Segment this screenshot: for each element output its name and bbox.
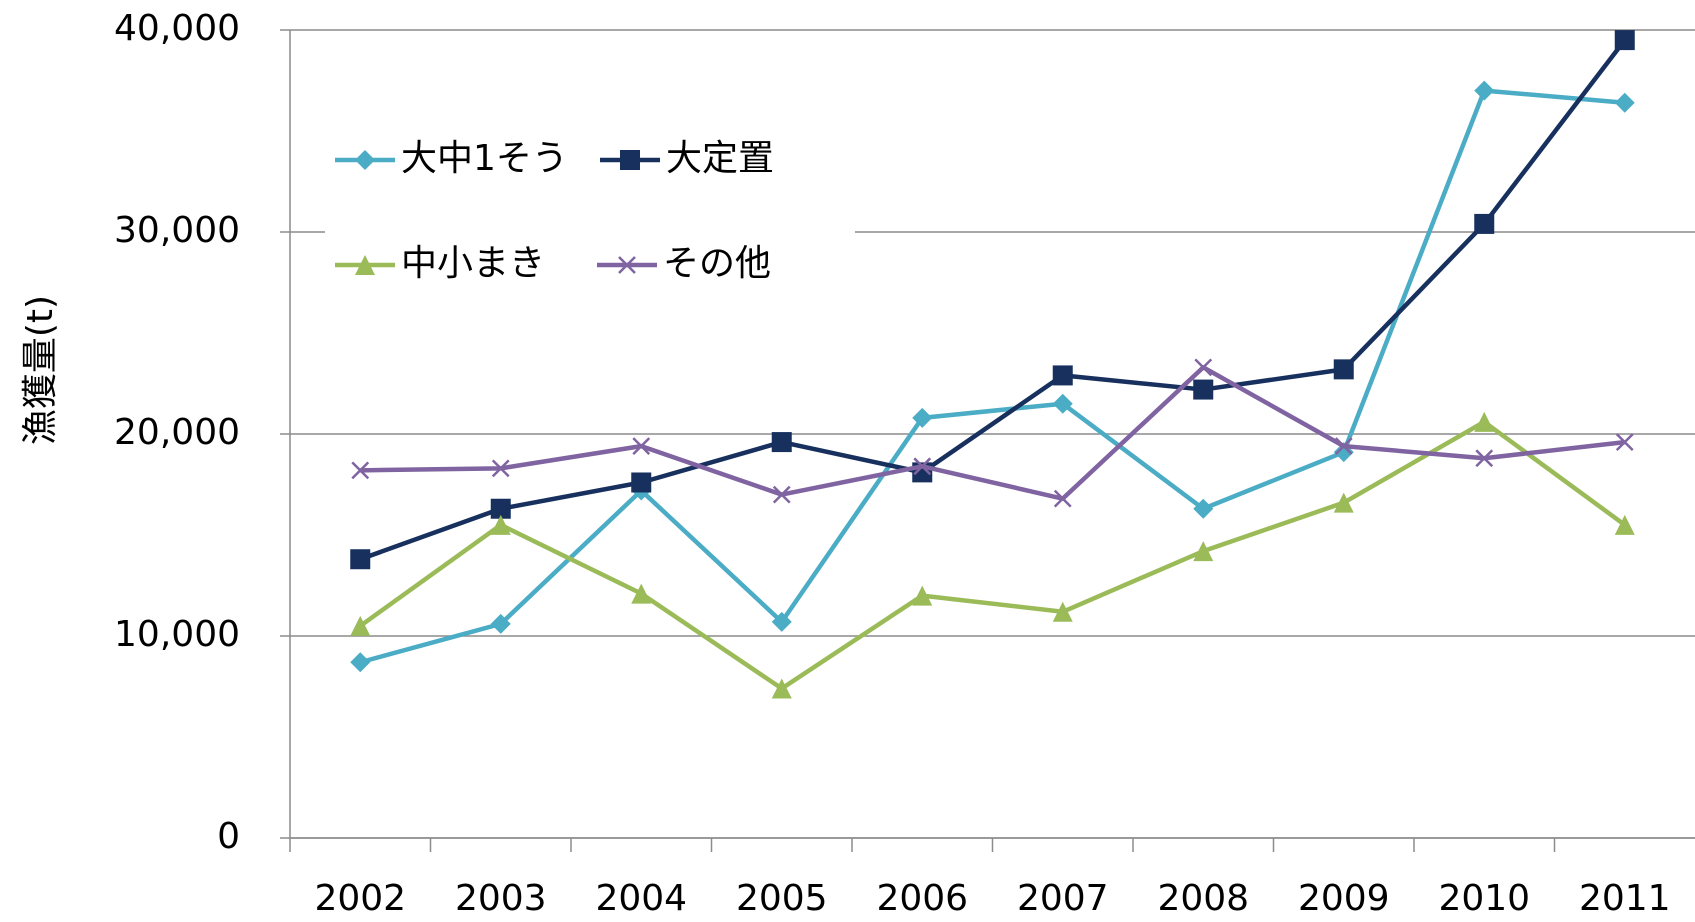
y-tick-label: 0 (217, 816, 240, 857)
y-tick-label: 30,000 (114, 210, 240, 251)
legend-label: 大中1そう (401, 138, 568, 179)
point (490, 514, 511, 535)
x-tick-label: 2006 (876, 878, 968, 919)
x-tick-label: 2002 (314, 878, 406, 919)
point (912, 585, 933, 606)
x-tick-label: 2011 (1579, 878, 1671, 919)
point (1053, 489, 1072, 508)
legend-label: その他 (663, 243, 771, 284)
x-tick-label: 2008 (1157, 878, 1249, 919)
point (1334, 437, 1353, 456)
y-axis-label: 漁獲量(t) (20, 295, 61, 445)
x-tick-label: 2007 (1017, 878, 1109, 919)
x-tick-label: 2010 (1438, 878, 1530, 919)
point (1052, 601, 1073, 622)
x-tick-label: 2004 (595, 878, 687, 919)
point (631, 472, 652, 493)
x-tick-label: 2005 (736, 878, 828, 919)
series-line (360, 365, 1626, 501)
point (1333, 359, 1354, 380)
series-line (358, 419, 1627, 691)
point (490, 613, 511, 634)
legend-marker (355, 255, 375, 275)
legend-label: 中小まき (401, 243, 545, 284)
point (1614, 514, 1635, 535)
point (350, 549, 371, 570)
point (631, 583, 652, 604)
point (1193, 379, 1214, 400)
legend-marker (620, 150, 640, 170)
point (913, 457, 932, 476)
series-line (359, 38, 1627, 562)
point (1193, 498, 1214, 519)
point (912, 407, 933, 428)
point (632, 437, 651, 456)
point (1614, 92, 1635, 113)
point (1474, 213, 1495, 234)
point (1474, 80, 1495, 101)
legend-marker (618, 256, 636, 274)
y-tick-label: 10,000 (114, 614, 240, 655)
legend-label: 大定置 (666, 138, 774, 179)
point (771, 432, 792, 453)
point (350, 652, 371, 673)
x-tick-label: 2003 (455, 878, 547, 919)
point (1052, 393, 1073, 414)
point (1614, 30, 1635, 51)
x-tick-label: 2009 (1298, 878, 1390, 919)
point (351, 461, 370, 480)
point (491, 459, 510, 478)
y-tick-label: 20,000 (114, 412, 240, 453)
point (350, 615, 371, 636)
legend-marker (355, 150, 375, 170)
point (1474, 411, 1495, 432)
point (771, 611, 792, 632)
point (1333, 492, 1354, 513)
point (771, 678, 792, 699)
point (1052, 365, 1073, 386)
point (1193, 541, 1214, 562)
point (490, 498, 511, 519)
point (1615, 433, 1634, 451)
point (1194, 358, 1213, 377)
y-tick-label: 40,000 (114, 8, 240, 49)
point (772, 485, 791, 504)
point (1475, 449, 1494, 468)
legend-box (325, 95, 855, 320)
